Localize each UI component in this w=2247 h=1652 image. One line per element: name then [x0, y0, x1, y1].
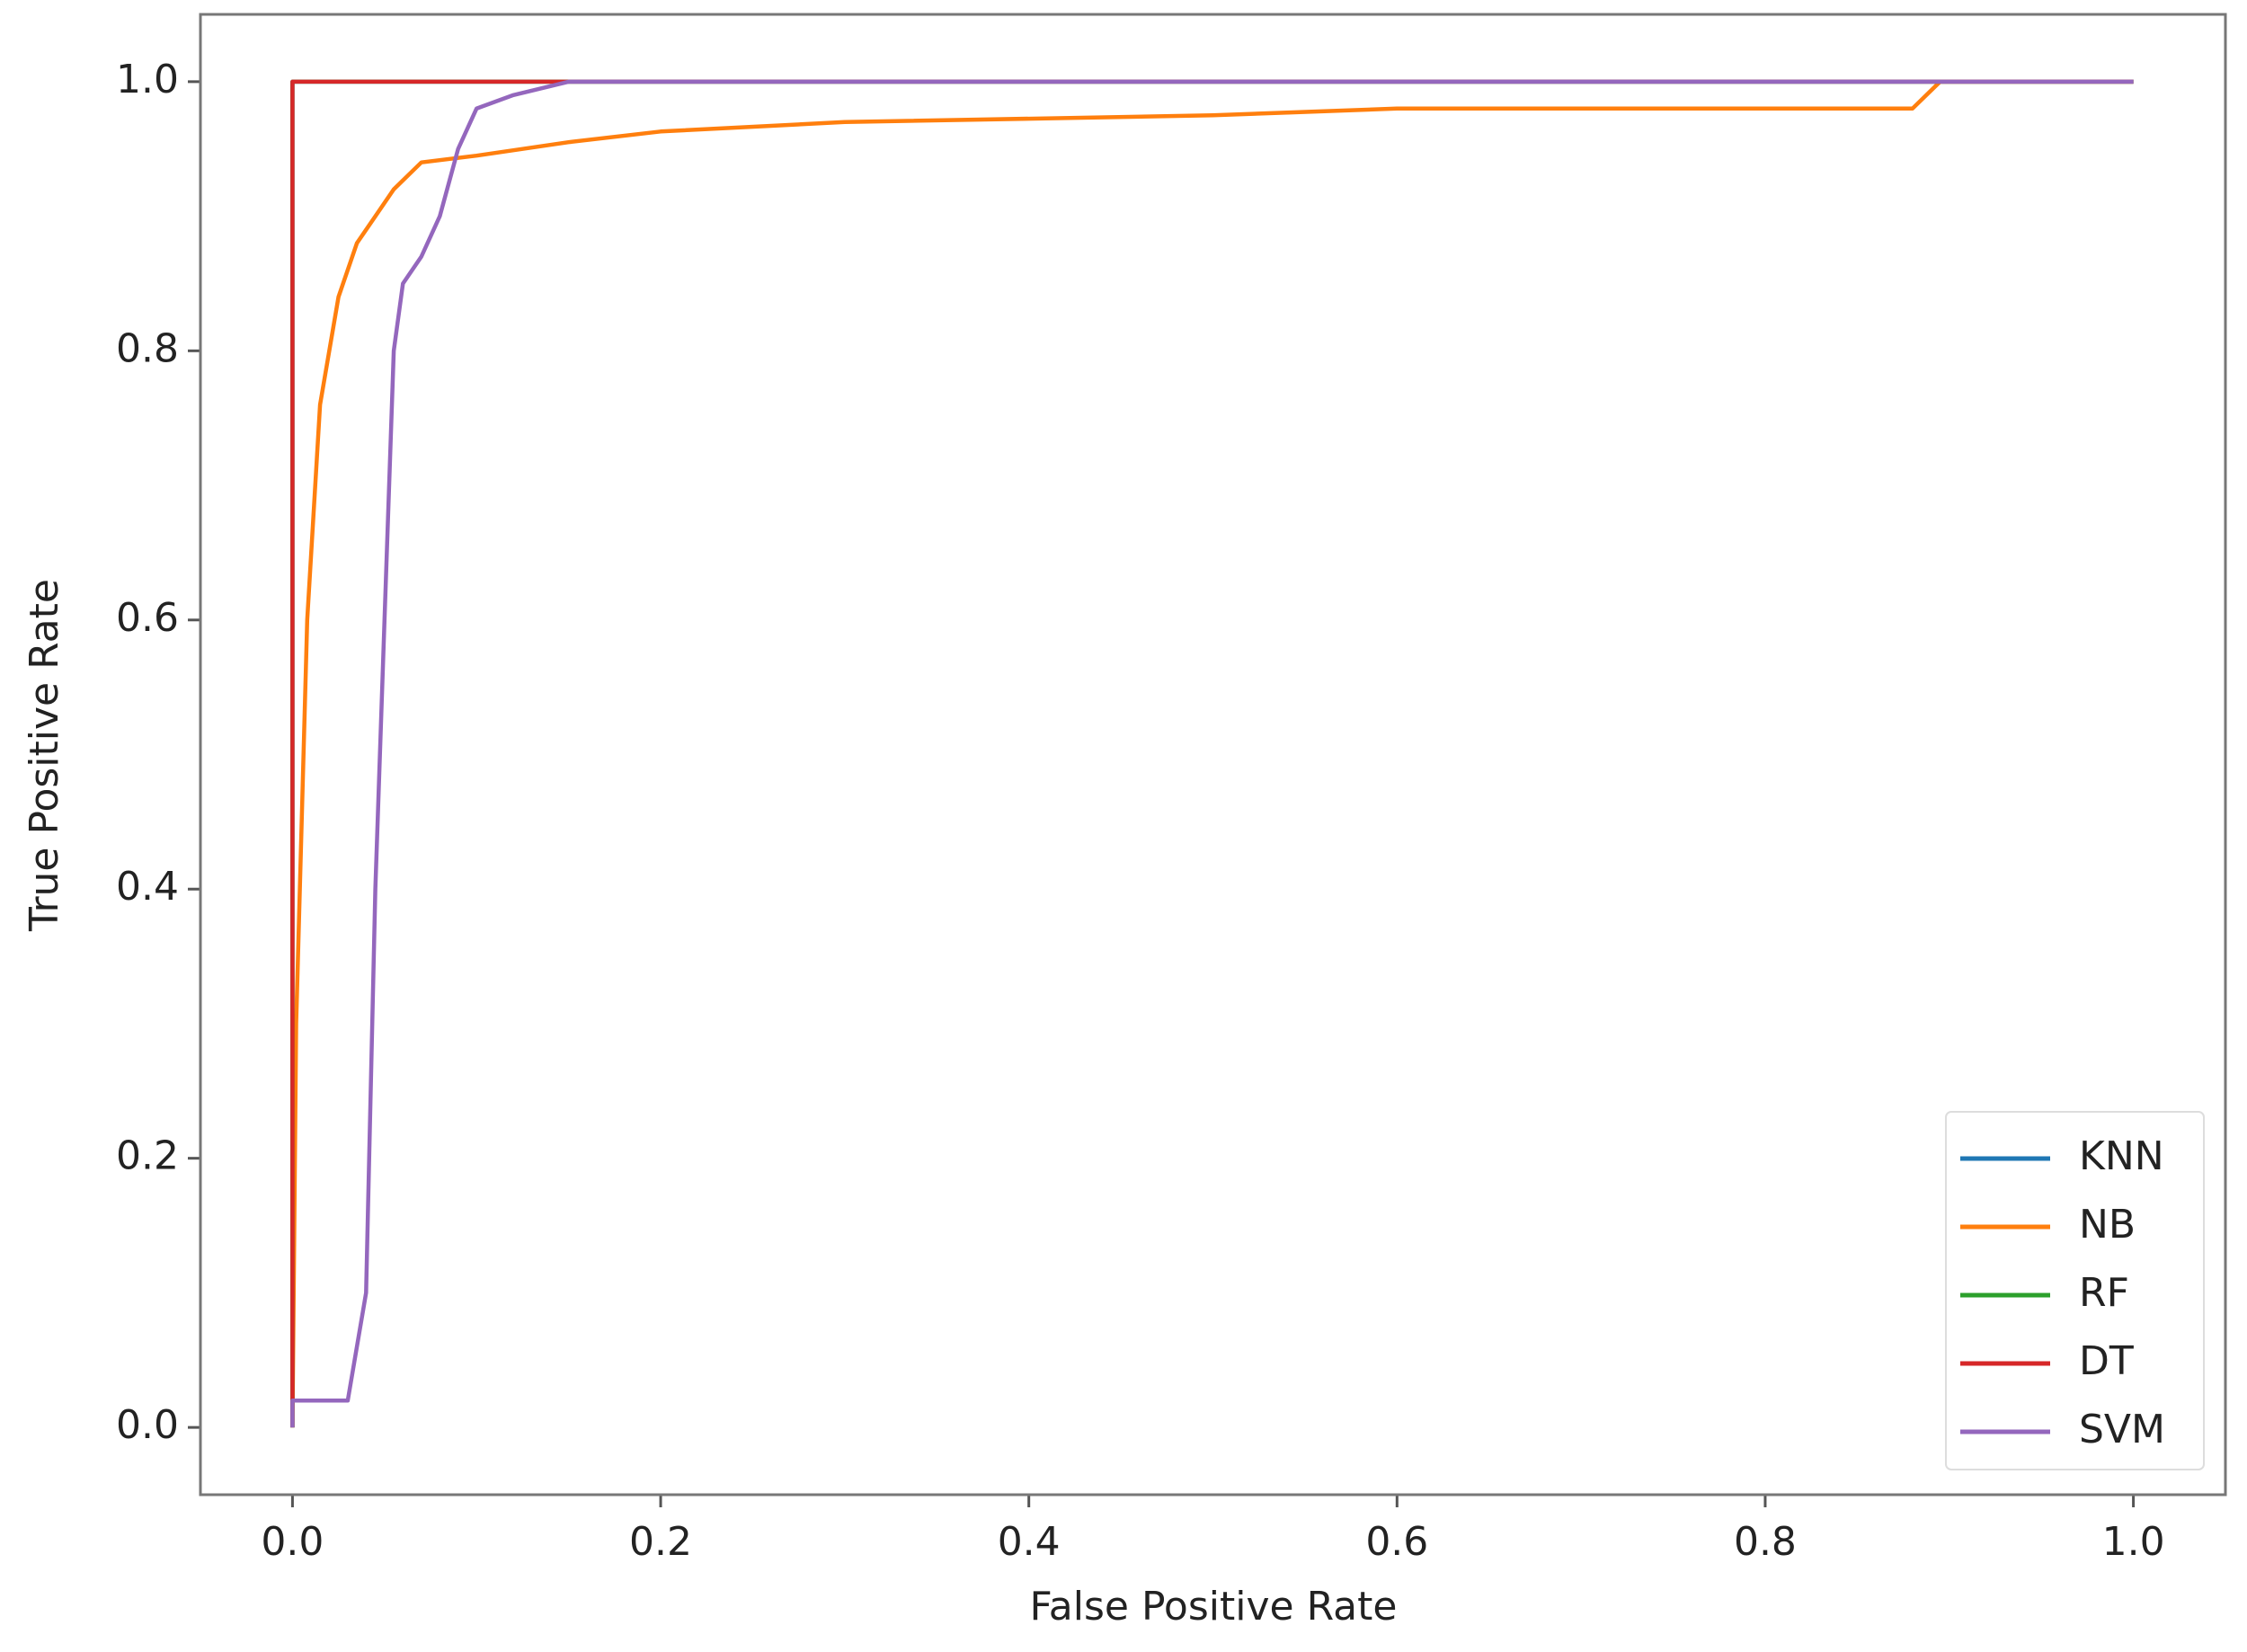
x-tick-label: 1.0 — [2102, 1519, 2165, 1565]
y-tick-label: 0.6 — [116, 595, 179, 641]
x-tick-label: 0.6 — [1365, 1519, 1428, 1565]
series-line — [290, 79, 2134, 1428]
series-line — [290, 79, 2134, 1428]
legend-label: RF — [2079, 1270, 2129, 1316]
x-tick-label: 0.4 — [998, 1519, 1061, 1565]
y-tick-label: 0.4 — [116, 864, 179, 910]
legend-label: NB — [2079, 1202, 2136, 1248]
x-tick-label: 0.2 — [629, 1519, 692, 1565]
y-tick-label: 0.2 — [116, 1133, 179, 1179]
y-tick-label: 0.8 — [116, 325, 179, 371]
y-axis-label: True Positive Rate — [22, 579, 67, 932]
legend-box — [1945, 1111, 2205, 1470]
legend-label: KNN — [2079, 1133, 2164, 1179]
x-tick-label: 0.8 — [1734, 1519, 1797, 1565]
y-tick-label: 0.0 — [116, 1402, 179, 1448]
legend-label: SVM — [2079, 1407, 2165, 1452]
x-axis-label: False Positive Rate — [1030, 1584, 1398, 1630]
legend-label: DT — [2079, 1338, 2134, 1384]
plot-frame — [199, 13, 2227, 1497]
y-tick-label: 1.0 — [116, 57, 179, 102]
x-tick-label: 0.0 — [261, 1519, 324, 1565]
